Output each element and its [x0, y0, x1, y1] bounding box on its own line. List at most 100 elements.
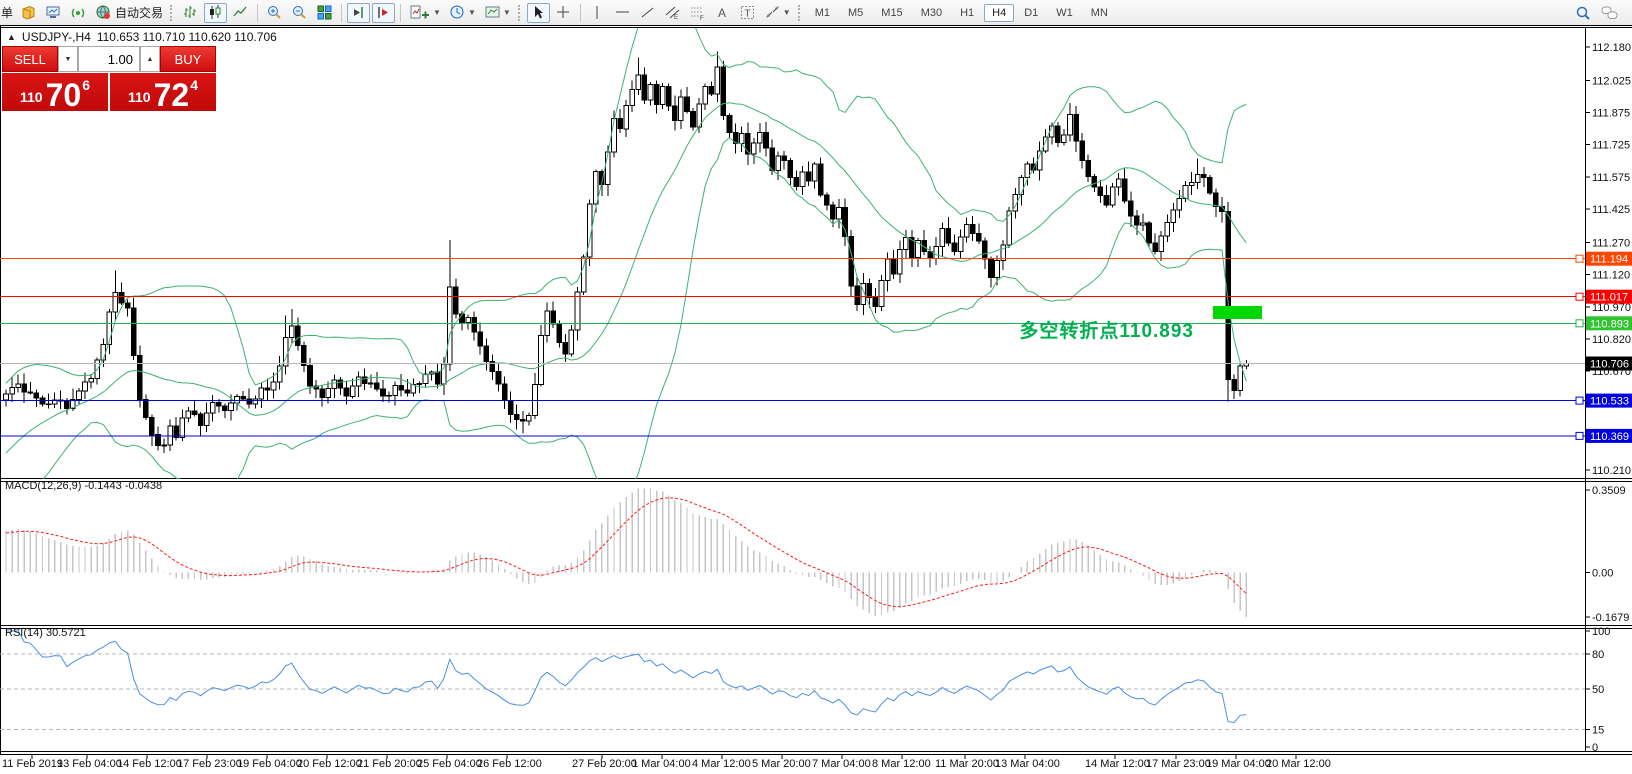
main-toolbar: 单 自动交易 ▼ ▼ ▼ E F A T ▼ M1 M5 M15 M30 H1 H4 D1 W…	[0, 0, 1632, 26]
dropdown-arrow-icon: ▼	[433, 8, 441, 17]
sell-button[interactable]: SELL	[2, 46, 58, 72]
timeframe-m1[interactable]: M1	[814, 6, 830, 19]
horizontal-levels[interactable]: 111.194 111.017 110.893 110.533 110.369 110.7…	[0, 251, 1632, 443]
chart-title: ▲ USDJPY-,H4 110.653 110.710 110.620 110…	[7, 30, 277, 44]
periods-clock-icon[interactable]: ▼	[446, 3, 479, 23]
volume-input[interactable]	[78, 46, 140, 72]
svg-text:26 Feb 12:00: 26 Feb 12:00	[477, 758, 542, 770]
svg-text:110.533: 110.533	[1590, 396, 1629, 408]
autotrading-button[interactable]: 自动交易	[92, 3, 166, 23]
timeframe-h1[interactable]: H1	[960, 6, 975, 19]
svg-text:T: T	[744, 9, 750, 20]
timeframe-d1[interactable]: D1	[1024, 6, 1039, 19]
candles-layer	[3, 51, 1250, 453]
svg-text:50: 50	[1592, 684, 1604, 696]
svg-text:80: 80	[1592, 649, 1604, 661]
buy-quote[interactable]: 110 72 4	[110, 73, 216, 111]
horizontal-line-tool-icon[interactable]	[611, 3, 634, 23]
svg-text:110.369: 110.369	[1590, 431, 1629, 443]
pivot-highlight-rect[interactable]	[1213, 306, 1262, 319]
signal-icon[interactable]	[67, 3, 90, 23]
one-click-trading-panel: SELL ▼ ▲ BUY 110 70 6 110 72 4	[2, 46, 216, 111]
timeframe-m15[interactable]: M15	[881, 6, 903, 19]
chart-window[interactable]: 112.180 112.025 111.875 111.725 111.575 111.4…	[0, 25, 1632, 774]
timeframe-mn[interactable]: MN	[1090, 6, 1108, 19]
timeframe-m30[interactable]: M30	[920, 6, 943, 19]
timeframe-h4[interactable]: H4	[984, 3, 1015, 22]
buy-price-big: 72	[153, 76, 190, 113]
svg-text:0.3509: 0.3509	[1592, 485, 1626, 497]
svg-text:13 Mar 04:00: 13 Mar 04:00	[995, 758, 1060, 770]
trendline-tool-icon[interactable]	[636, 3, 659, 23]
price-chart-canvas[interactable]: 112.180 112.025 111.875 111.725 111.575 111.4…	[0, 25, 1632, 774]
vertical-line-tool-icon[interactable]	[586, 3, 609, 23]
svg-text:17 Mar 23:00: 17 Mar 23:00	[1146, 758, 1211, 770]
svg-text:17 Feb 23:00: 17 Feb 23:00	[177, 758, 242, 770]
zoom-in-icon[interactable]	[263, 3, 286, 23]
svg-text:20 Mar 12:00: 20 Mar 12:00	[1266, 758, 1331, 770]
chart-symbol-period: USDJPY-,H4	[21, 30, 91, 44]
search-icon[interactable]	[1571, 3, 1595, 23]
indicators-icon[interactable]: ▼	[406, 3, 444, 23]
chat-icon[interactable]	[1597, 3, 1623, 23]
timeframe-group: M1 M5 M15 M30 H1 H4 D1 W1 MN	[806, 3, 1117, 22]
svg-text:110.210: 110.210	[1592, 465, 1631, 477]
line-chart-icon[interactable]	[229, 3, 252, 23]
candlestick-chart-icon[interactable]	[204, 2, 228, 23]
zoom-out-icon[interactable]	[288, 3, 311, 23]
cursor-tool-icon[interactable]	[526, 2, 550, 23]
timeframe-m5[interactable]: M5	[848, 6, 864, 19]
svg-text:-0.1679: -0.1679	[1592, 612, 1629, 624]
new-order-button[interactable]: 单	[1, 6, 14, 20]
svg-text:111.725: 111.725	[1592, 140, 1630, 152]
pivot-annotation-text: 多空转折点110.893	[1019, 321, 1194, 342]
chart-shift-icon[interactable]	[372, 2, 396, 23]
svg-text:7 Mar 04:00: 7 Mar 04:00	[812, 758, 871, 770]
svg-text:110.706: 110.706	[1590, 359, 1629, 371]
sell-price-prefix: 110	[20, 89, 43, 105]
svg-text:112.180: 112.180	[1592, 42, 1631, 54]
sell-quote[interactable]: 110 70 6	[2, 73, 108, 111]
svg-text:110.820: 110.820	[1592, 334, 1631, 346]
svg-text:5 Mar 20:00: 5 Mar 20:00	[752, 758, 811, 770]
svg-text:111.120: 111.120	[1592, 270, 1630, 282]
drag-handle[interactable]	[797, 4, 803, 21]
sell-price-big: 70	[45, 76, 82, 113]
buy-button[interactable]: BUY	[160, 46, 216, 72]
tile-windows-icon[interactable]	[313, 3, 336, 23]
arrows-tool-icon[interactable]: ▼	[761, 3, 794, 23]
svg-text:111.575: 111.575	[1592, 172, 1630, 184]
drag-handle[interactable]	[170, 4, 175, 21]
buy-price-prefix: 110	[128, 89, 151, 105]
svg-text:13 Feb 04:00: 13 Feb 04:00	[57, 758, 122, 770]
auto-scroll-icon[interactable]	[347, 2, 371, 23]
svg-text:111.017: 111.017	[1590, 292, 1628, 304]
svg-text:112.025: 112.025	[1592, 75, 1631, 87]
text-label-tool-icon[interactable]: T	[736, 3, 759, 23]
volume-increase-button[interactable]: ▲	[140, 46, 160, 72]
terminal-icon[interactable]	[42, 3, 65, 23]
svg-text:11 Feb 2019: 11 Feb 2019	[2, 758, 63, 770]
svg-text:14 Feb 12:00: 14 Feb 12:00	[117, 758, 182, 770]
channel-tool-icon[interactable]: E	[661, 3, 684, 23]
volume-decrease-button[interactable]: ▼	[58, 46, 78, 72]
crosshair-tool-icon[interactable]	[552, 3, 575, 23]
drag-handle[interactable]	[517, 4, 523, 21]
svg-text:15: 15	[1592, 725, 1604, 737]
template-icon[interactable]: ▼	[481, 3, 514, 23]
timeframe-w1[interactable]: W1	[1056, 6, 1073, 19]
svg-text:111.425: 111.425	[1592, 204, 1630, 216]
text-tool-icon[interactable]: A	[711, 3, 734, 23]
svg-text:21 Feb 20:00: 21 Feb 20:00	[357, 758, 422, 770]
bar-chart-icon[interactable]	[179, 3, 202, 23]
macd-axis: 0.3509 0.00 -0.1679	[1585, 485, 1629, 624]
svg-text:19 Mar 04:00: 19 Mar 04:00	[1206, 758, 1271, 770]
history-center-icon[interactable]	[17, 3, 40, 23]
collapse-panel-icon[interactable]: ▲	[7, 32, 16, 42]
dropdown-arrow-icon: ▼	[502, 8, 511, 17]
svg-text:111.194: 111.194	[1590, 254, 1628, 266]
fibonacci-tool-icon[interactable]: F	[686, 3, 709, 23]
macd-panel	[5, 488, 1248, 617]
svg-text:A: A	[718, 6, 726, 20]
